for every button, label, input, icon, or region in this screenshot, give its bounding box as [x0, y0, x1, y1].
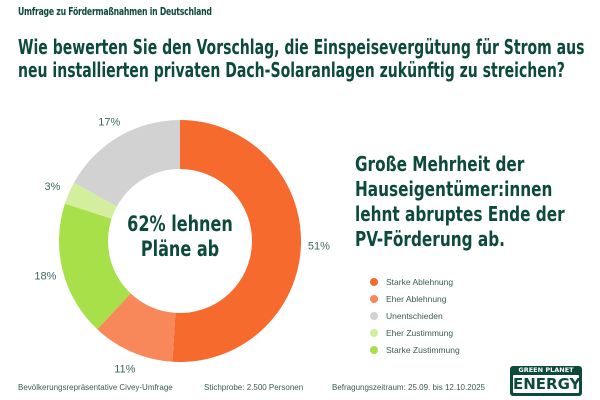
headline-line: Hauseigentümer:innen	[355, 177, 553, 201]
logo-line: GREEN PLANET	[518, 366, 574, 374]
question-title: Wie bewerten Sie den Vorschlag, die Eins…	[18, 36, 584, 82]
legend: Starke Ablehnung Eher Ablehnung Unentschie…	[370, 273, 460, 358]
center-label: 62% lehnen Pläne ab	[121, 212, 240, 262]
legend-swatch	[370, 328, 378, 337]
legend-swatch	[370, 277, 378, 286]
headline-line: Große Mehrheit der	[355, 152, 525, 176]
legend-item: Unentschieden	[370, 307, 460, 324]
kicker: Umfrage zu Fördermaßnahmen in Deutschlan…	[18, 6, 212, 18]
legend-swatch	[370, 294, 378, 303]
legend-label: Unentschieden	[386, 310, 443, 321]
legend-swatch	[370, 311, 378, 320]
slice-unentschieden	[73, 119, 180, 207]
footer-method: Bevölkerungsrepräsentative Civey-Umfrage	[18, 383, 173, 392]
legend-label: Eher Ablehnung	[386, 293, 447, 304]
slice-label: 18%	[34, 271, 56, 283]
slice-eher-zustimmung	[64, 182, 117, 219]
slice-label: 51%	[308, 240, 330, 252]
headline-line: PV-Förderung ab.	[355, 227, 505, 251]
legend-label: Starke Ablehnung	[386, 276, 454, 287]
headline: Große Mehrheit der Hauseigentümer:innen …	[355, 152, 565, 252]
footer-sample: Stichprobe: 2.500 Personen	[204, 383, 304, 392]
headline-line: lehnt abruptes Ende der	[355, 202, 565, 226]
legend-label: Eher Zustimmung	[386, 327, 454, 338]
question-line: Wie bewerten Sie den Vorschlag, die Eins…	[18, 35, 585, 59]
slice-label: 17%	[98, 116, 120, 128]
center-label-line: 62% lehnen	[127, 212, 233, 236]
slice-eher-ablehnung	[97, 293, 176, 362]
green-planet-energy-logo: GREEN PLANET ENERGY	[510, 366, 582, 396]
slice-starke-zustimmung	[59, 203, 131, 330]
question-line: neu installierten privaten Dach-Solaranl…	[18, 58, 565, 82]
legend-item: Eher Zustimmung	[370, 324, 460, 341]
legend-item: Starke Zustimmung	[370, 341, 460, 358]
footer-period: Befragungszeitraum: 25.09. bis 12.10.202…	[332, 383, 485, 392]
legend-item: Starke Ablehnung	[370, 273, 460, 290]
logo-line: ENERGY	[513, 375, 581, 393]
slice-starke-ablehnung	[172, 120, 302, 363]
legend-swatch	[370, 345, 378, 354]
legend-item: Eher Ablehnung	[370, 290, 460, 307]
legend-label: Starke Zustimmung	[386, 344, 460, 355]
slice-label: 11%	[114, 364, 135, 376]
slice-label: 3%	[44, 181, 60, 193]
center-label-line: Pläne ab	[140, 237, 220, 261]
